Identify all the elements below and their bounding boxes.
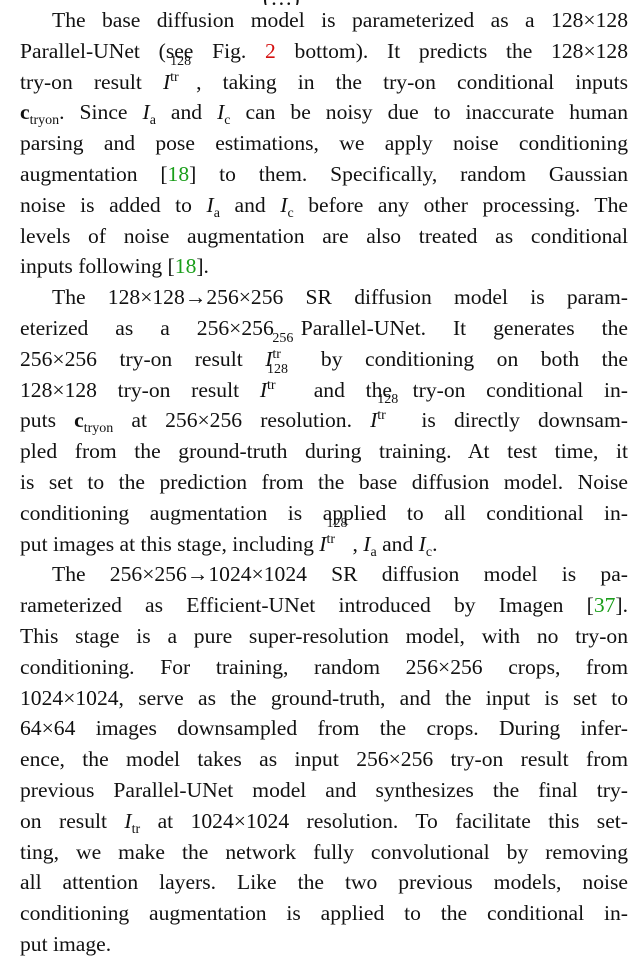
text-line: 128×128 try-on result I 128 tr and the try… [20,361,628,402]
math-symbol: I 128 tr [319,515,348,556]
text-line: previous Parallel-UNet model and synthes… [20,777,628,802]
math-symbol: I 128 tr [259,361,289,402]
text-line: all attention layers. Like the two previ… [20,870,628,895]
text-line: augmentation [18] to them. Specifically,… [20,161,629,186]
text-line: The base diffusion model is parameterize… [52,8,628,32]
text-line: is set to the prediction from the base d… [20,469,628,494]
text-line: This stage is a pure super-resolution mo… [20,623,628,648]
paper-body: The base diffusion model is parameterize… [20,5,628,960]
text-line: try-on result I 128 tr, taking in the try-… [20,53,629,94]
cutoff-previous-line: (…) [0,0,640,5]
paragraph-base-model: The base diffusion model is parameterize… [20,5,628,282]
citation-link[interactable]: 37 [593,593,616,618]
paragraph-sr-1024: The 256×256→1024×1024 SR diffusion model… [20,559,628,959]
text-line: put images at this stage, including I 128… [20,515,438,560]
text-line: levels of noise augmentation are also tr… [20,223,628,248]
paragraph-sr-256: The 128×128→256×256 SR diffusion model i… [20,282,628,559]
citation-link[interactable]: 18 [174,254,197,279]
text-line: The 256×256→1024×1024 SR diffusion model… [52,562,628,587]
text-line: inputs following [18]. [20,254,209,279]
text-line: pled from the ground-truth during traini… [20,439,628,464]
text-line: 1024×1024, serve as the ground-truth, an… [20,685,628,710]
text-line: ctryon. Since Ia and Ic can be noisy due… [20,100,628,129]
text-line: conditioning. For training, random 256×2… [20,654,628,679]
citation-link[interactable]: 18 [167,161,190,186]
text-line: ence, the model takes as input 256×256 t… [20,747,628,772]
figure-link[interactable]: 2 [265,38,276,63]
text-line: put image. [20,931,112,956]
text-line: parsing and pose estimations, we apply n… [20,131,628,156]
text-line: Parallel-UNet (see Fig. 2 bottom). It pr… [20,38,629,63]
text-line: noise is added to Ia and Ic before any o… [20,192,629,221]
text-line: conditioning augmentation is applied to … [20,500,628,525]
text-line: ting, we make the network fully convolut… [20,839,628,864]
text-line: 64×64 images downsampled from the crops.… [20,716,628,741]
math-symbol: I 128 tr [162,53,192,94]
text-line: The 128×128→256×256 SR diffusion model i… [52,285,628,310]
math-symbol: I 128 tr [370,392,399,433]
text-line: conditioning augmentation is applied to … [20,901,628,926]
text-line: puts ctryon at 256×256 resolution. I 128 t… [20,392,628,437]
text-line: 256×256 try-on result I 256 tr by conditio… [20,330,628,371]
text-line: on result Itr at 1024×1024 resolution. T… [20,808,628,837]
math-symbol: I 256 tr [265,330,294,371]
text-line: eterized as a 256×256 Parallel-UNet. It … [20,315,628,340]
text-line: rameterized as Efficient-UNet introduced… [20,593,628,618]
